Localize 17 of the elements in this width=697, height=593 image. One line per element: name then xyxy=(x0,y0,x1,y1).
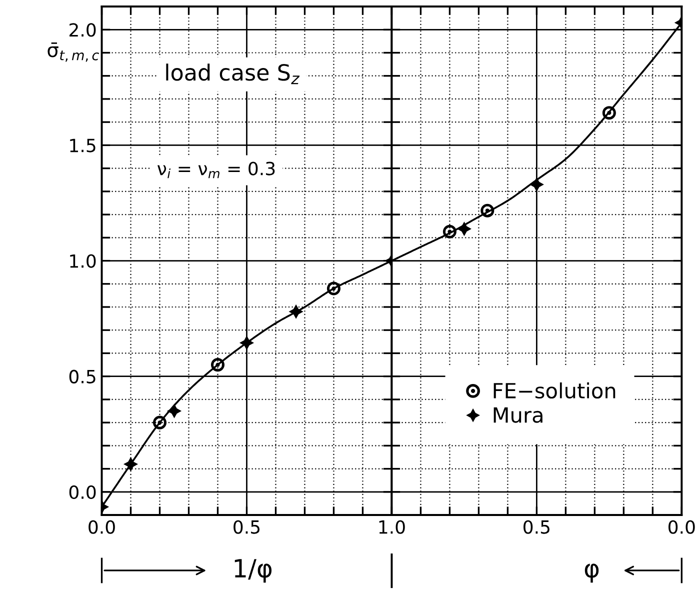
legend-label: FE−solution xyxy=(494,382,616,399)
y-tick-label: 1.5 xyxy=(70,138,96,152)
y-tick-label: 2.0 xyxy=(70,23,96,37)
annotation: load case S$_{z}$ xyxy=(166,64,300,84)
y-tick-label: 0.5 xyxy=(69,370,96,384)
x-axis-title: 1/φ xyxy=(234,559,272,583)
y-tick-label: 1.0 xyxy=(70,254,96,268)
y-tick-label: 0.0 xyxy=(69,485,96,500)
annotation: ν$_{i}$ = ν$_{m}$ = 0.3 xyxy=(158,162,275,178)
x-tick-label: 0.0 xyxy=(88,520,115,534)
x-tick-label: 0.5 xyxy=(234,520,260,534)
x-tick-label: 1.0 xyxy=(379,520,405,534)
x-tick-label: 0.5 xyxy=(524,520,550,534)
legend-label: Mura xyxy=(494,407,542,423)
x-axis-title: φ xyxy=(584,564,599,583)
y-axis-title: σ̄$_{t,m,c}$ xyxy=(48,42,99,62)
x-tick-label: 0.0 xyxy=(668,520,695,534)
